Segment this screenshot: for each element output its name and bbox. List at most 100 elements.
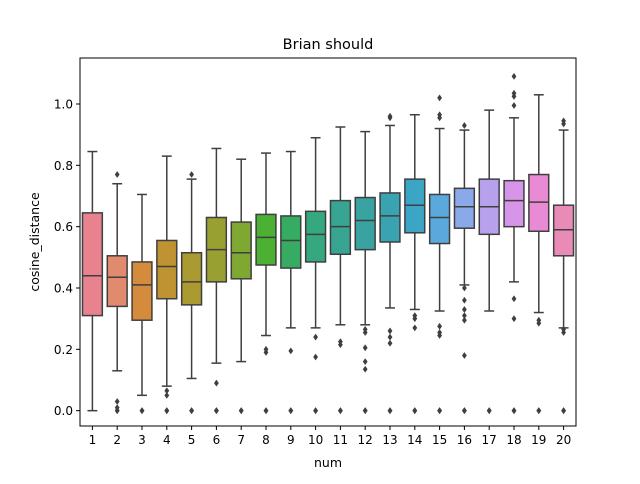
outlier-point — [288, 407, 294, 415]
x-tick-label: 19 — [531, 433, 546, 447]
x-tick-label: 2 — [113, 433, 121, 447]
x-tick-label: 16 — [457, 433, 472, 447]
outlier-point — [387, 339, 393, 347]
x-tick-label: 15 — [432, 433, 447, 447]
outlier-point — [437, 329, 442, 336]
box-12 — [354, 196, 376, 251]
outlier-point — [114, 171, 120, 178]
outlier-point — [114, 404, 120, 411]
outlier-point — [462, 284, 467, 292]
x-tick-label: 20 — [556, 433, 571, 447]
outlier-point — [313, 333, 318, 341]
x-tick-label: 12 — [358, 433, 373, 447]
outlier-point — [338, 338, 343, 346]
axes-frame — [79, 57, 577, 427]
outlier-point — [462, 352, 467, 359]
box-1 — [81, 212, 104, 317]
y-axis-label: cosine_distance — [27, 192, 42, 292]
outlier-point — [313, 407, 318, 415]
x-tick-label: 5 — [188, 433, 196, 447]
outlier-point — [462, 316, 467, 324]
x-tick-label: 10 — [308, 433, 323, 447]
x-tick-label: 18 — [506, 433, 521, 447]
x-tick-label: 8 — [262, 433, 270, 447]
outlier-point — [536, 407, 542, 415]
box-4 — [156, 239, 178, 300]
outlier-point — [511, 315, 517, 323]
y-tick-label: 0.4 — [54, 282, 73, 296]
x-tick-label: 14 — [407, 433, 422, 447]
outlier-point — [387, 327, 393, 335]
outlier-point — [511, 295, 517, 303]
outlier-point — [288, 347, 294, 355]
outlier-point — [139, 407, 145, 415]
outlier-point — [214, 379, 219, 387]
outlier-point — [437, 94, 442, 102]
box-18 — [503, 179, 525, 228]
outlier-point — [437, 407, 442, 415]
box-10 — [304, 210, 327, 263]
box-13 — [379, 192, 401, 243]
outlier-point — [462, 312, 467, 319]
y-tick-label: 0.2 — [54, 343, 73, 357]
outlier-point — [412, 312, 418, 319]
outlier-point — [338, 407, 343, 415]
x-tick-label: 9 — [287, 433, 295, 447]
outlier-point — [561, 326, 566, 333]
outlier-point — [412, 324, 418, 332]
box-7 — [230, 221, 252, 280]
outlier-point — [561, 407, 566, 415]
outlier-point — [486, 407, 492, 415]
outlier-point — [362, 407, 368, 415]
outlier-point — [387, 407, 393, 415]
outlier-point — [462, 407, 467, 415]
outlier-point — [387, 333, 393, 341]
outlier-point — [238, 407, 244, 415]
box-5 — [180, 251, 203, 306]
outlier-point — [263, 407, 269, 415]
outlier-point — [511, 89, 517, 97]
outlier-point — [362, 365, 368, 373]
x-tick-label: 11 — [333, 433, 348, 447]
box-15 — [428, 193, 451, 245]
box-9 — [280, 215, 302, 269]
outlier-point — [561, 117, 566, 125]
box-8 — [255, 213, 277, 266]
box-11 — [329, 199, 352, 256]
box-14 — [404, 178, 426, 234]
x-tick-label: 3 — [138, 433, 146, 447]
outlier-point — [214, 407, 219, 415]
x-tick-label: 17 — [482, 433, 497, 447]
outlier-point — [189, 171, 194, 178]
box-2 — [106, 255, 128, 308]
x-tick-label: 13 — [382, 433, 397, 447]
box-16 — [453, 187, 476, 229]
outlier-point — [437, 111, 442, 119]
outlier-point — [462, 296, 467, 304]
chart-title: Brian should — [283, 37, 374, 53]
outlier-point — [114, 398, 120, 405]
x-tick-label: 4 — [163, 433, 171, 447]
outlier-point — [536, 316, 542, 324]
y-tick-label: 0.8 — [54, 159, 73, 173]
outlier-point — [189, 407, 194, 415]
x-tick-label: 7 — [237, 433, 245, 447]
outlier-point — [164, 407, 170, 415]
box-20 — [552, 204, 575, 257]
outlier-point — [263, 345, 269, 353]
y-tick-label: 0.6 — [54, 220, 73, 234]
outlier-point — [362, 326, 368, 333]
outlier-point — [387, 112, 393, 120]
outlier-point — [164, 387, 170, 395]
y-tick-label: 0.0 — [54, 404, 73, 418]
outlier-point — [511, 102, 517, 109]
outlier-point — [462, 122, 467, 129]
outlier-point — [437, 322, 442, 330]
outlier-point — [362, 358, 368, 365]
outlier-point — [511, 73, 517, 80]
outlier-point — [412, 407, 418, 415]
box-19 — [528, 173, 550, 233]
outlier-point — [362, 344, 368, 352]
